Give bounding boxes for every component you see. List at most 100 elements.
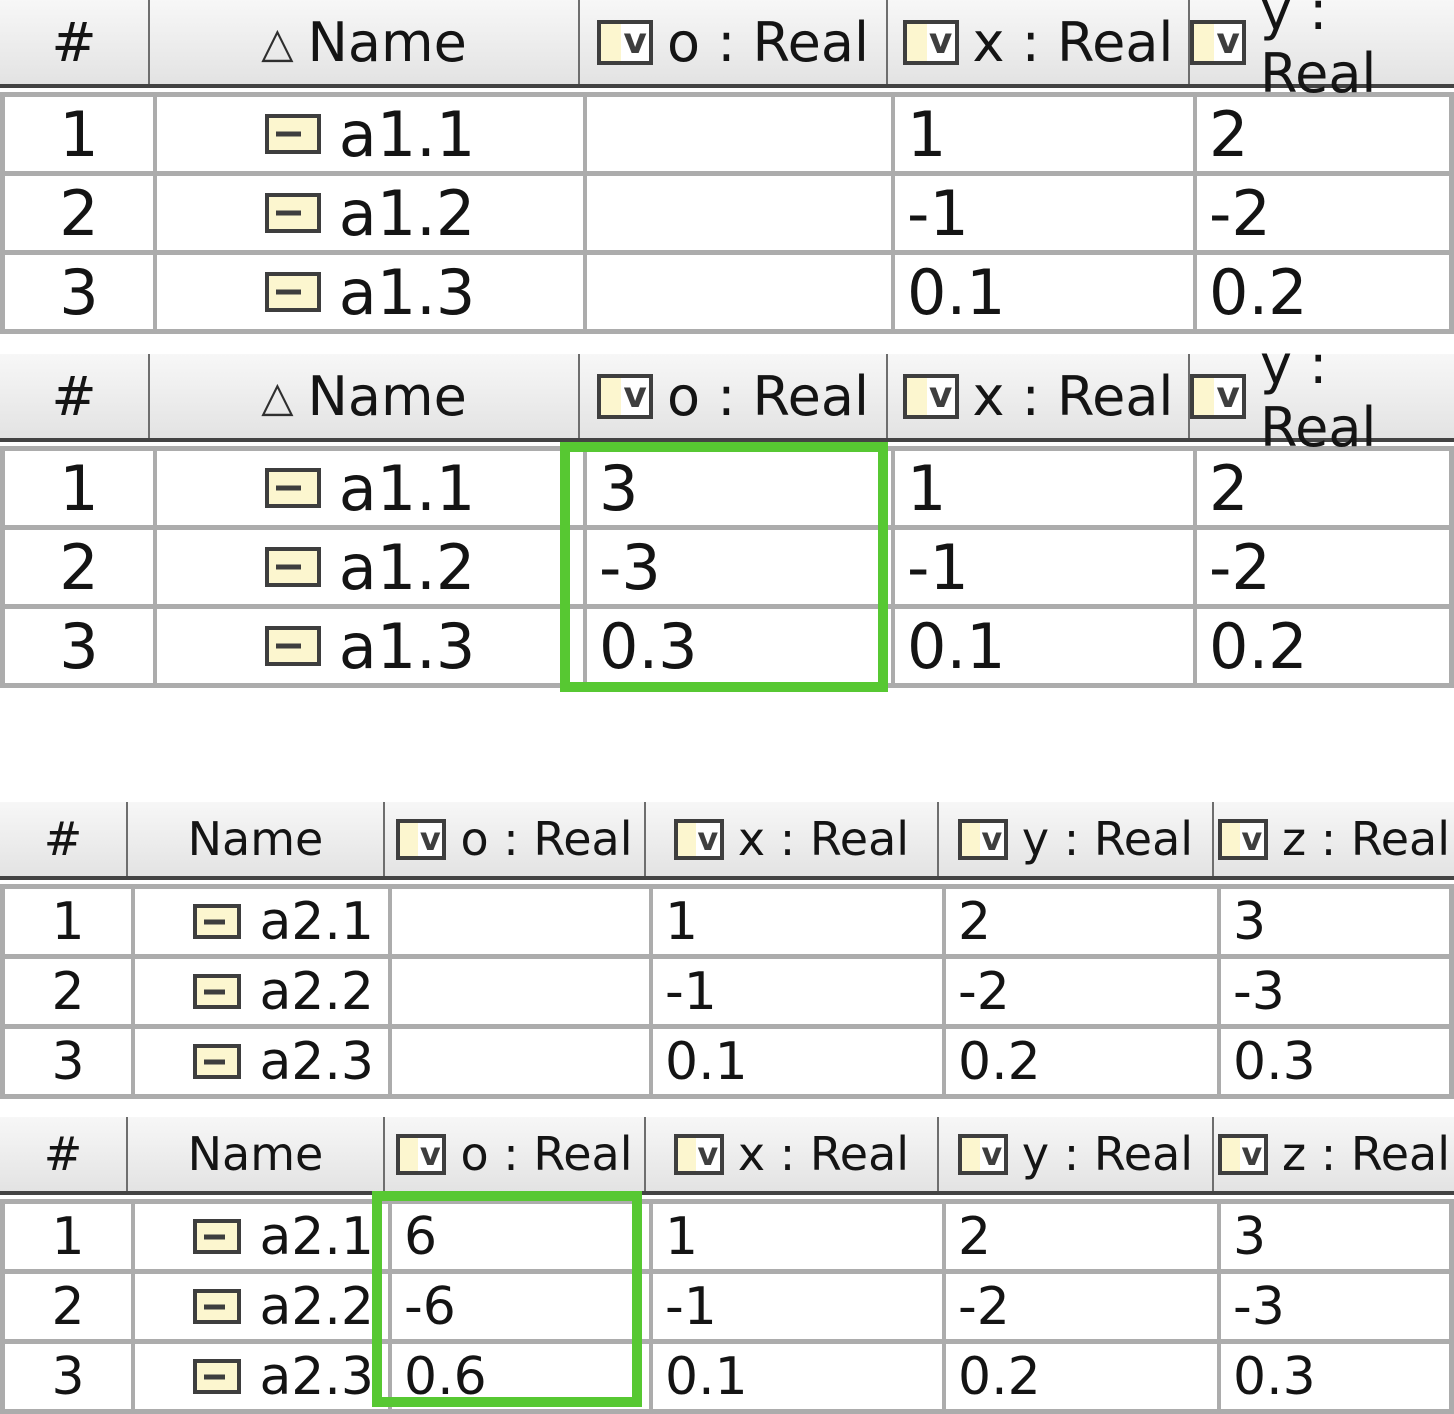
- o-value-cell[interactable]: [583, 255, 891, 329]
- x-value-cell[interactable]: -1: [891, 530, 1193, 604]
- table-row: 3 a2.3 0.1 0.2 0.3: [5, 1024, 1449, 1094]
- column-header-number[interactable]: #: [43, 812, 83, 866]
- x-value-cell[interactable]: 1: [891, 97, 1193, 171]
- row-number-cell: 3: [51, 1031, 85, 1092]
- o-value-cell[interactable]: [388, 1029, 649, 1094]
- column-header-name[interactable]: △ Name: [148, 354, 578, 438]
- y-value-cell[interactable]: -2: [1193, 176, 1449, 250]
- sort-ascending-icon: △: [261, 17, 294, 67]
- value-property-icon: v: [1190, 373, 1246, 419]
- z-value-cell[interactable]: -3: [1217, 1274, 1449, 1339]
- y-value-cell[interactable]: 0.2: [1193, 255, 1449, 329]
- name-cell[interactable]: a2.1: [131, 1204, 388, 1269]
- table-row: 1 a1.1 3 1 2: [5, 451, 1449, 525]
- y-value-cell[interactable]: -2: [942, 1274, 1217, 1339]
- x-value-cell[interactable]: -1: [649, 959, 942, 1024]
- instance-icon: [264, 114, 321, 154]
- instance-icon: [193, 904, 242, 939]
- table-row: 2 a1.2 -1 -2: [5, 171, 1449, 250]
- x-value-cell[interactable]: -1: [891, 176, 1193, 250]
- x-value-cell[interactable]: 1: [649, 889, 942, 954]
- y-value-cell[interactable]: -2: [942, 959, 1217, 1024]
- x-value-cell[interactable]: -1: [649, 1274, 942, 1339]
- name-cell[interactable]: a2.2: [131, 959, 388, 1024]
- name-cell[interactable]: a1.1: [153, 97, 583, 171]
- y-value-cell[interactable]: 0.2: [942, 1344, 1217, 1409]
- name-cell[interactable]: a2.2: [131, 1274, 388, 1339]
- y-value-cell[interactable]: 2: [1193, 451, 1449, 525]
- o-value-cell[interactable]: 0.6: [388, 1344, 649, 1409]
- row-number-cell: 2: [51, 1276, 85, 1337]
- row-number-cell: 3: [59, 609, 99, 683]
- o-value-cell[interactable]: 6: [388, 1204, 649, 1269]
- column-header-name[interactable]: Name: [126, 802, 383, 876]
- o-value-cell[interactable]: [583, 176, 891, 250]
- name-cell[interactable]: a1.2: [153, 176, 583, 250]
- y-value-cell[interactable]: 2: [942, 889, 1217, 954]
- y-value-cell[interactable]: 0.2: [942, 1029, 1217, 1094]
- o-value-cell[interactable]: -3: [583, 530, 891, 604]
- z-value-cell[interactable]: -3: [1217, 959, 1449, 1024]
- x-value-cell[interactable]: 0.1: [891, 255, 1193, 329]
- name-cell[interactable]: a2.3: [131, 1344, 388, 1409]
- y-value-cell[interactable]: 2: [1193, 97, 1449, 171]
- instance-icon: [193, 974, 242, 1009]
- o-value-cell[interactable]: -6: [388, 1274, 649, 1339]
- y-value-cell[interactable]: 0.2: [1193, 609, 1449, 683]
- value-property-icon: v: [1190, 19, 1246, 65]
- instance-icon: [264, 193, 321, 233]
- table-row: 2 a1.2 -3 -1 -2: [5, 525, 1449, 604]
- table-row: 1 a2.1 1 2 3: [5, 889, 1449, 954]
- y-value-cell[interactable]: 2: [942, 1204, 1217, 1269]
- name-cell[interactable]: a2.3: [131, 1029, 388, 1094]
- z-value-cell[interactable]: 3: [1217, 1204, 1449, 1269]
- table-body: 1 a2.1 1 2 3 2 a2.2 -1 -2 -3 3 a2.3 0.1 …: [0, 884, 1454, 1099]
- value-property-icon: v: [957, 818, 1008, 860]
- x-value-cell[interactable]: 0.1: [649, 1029, 942, 1094]
- name-cell[interactable]: a2.1: [131, 889, 388, 954]
- x-value-cell[interactable]: 1: [649, 1204, 942, 1269]
- y-value-cell[interactable]: -2: [1193, 530, 1449, 604]
- x-value-cell[interactable]: 0.1: [891, 609, 1193, 683]
- z-value-cell[interactable]: 0.3: [1217, 1029, 1449, 1094]
- row-number-cell: 1: [51, 891, 85, 952]
- instance-icon: [264, 547, 321, 587]
- z-value-cell[interactable]: 3: [1217, 889, 1449, 954]
- name-cell[interactable]: a1.3: [153, 255, 583, 329]
- o-value-cell[interactable]: 3: [583, 451, 891, 525]
- column-header-name[interactable]: △ Name: [148, 0, 578, 84]
- column-header-name[interactable]: Name: [126, 1117, 383, 1191]
- table-row: 3 a2.3 0.6 0.1 0.2 0.3: [5, 1339, 1449, 1409]
- o-value-cell[interactable]: 0.3: [583, 609, 891, 683]
- z-value-cell[interactable]: 0.3: [1217, 1344, 1449, 1409]
- o-value-cell[interactable]: [388, 959, 649, 1024]
- name-cell[interactable]: a1.1: [153, 451, 583, 525]
- row-number-cell: 1: [59, 451, 99, 525]
- x-value-cell[interactable]: 1: [891, 451, 1193, 525]
- name-cell[interactable]: a1.2: [153, 530, 583, 604]
- x-value-cell[interactable]: 0.1: [649, 1344, 942, 1409]
- sort-ascending-icon: △: [261, 371, 294, 421]
- o-value-cell[interactable]: [583, 97, 891, 171]
- name-cell[interactable]: a1.3: [153, 609, 583, 683]
- o-value-cell[interactable]: [388, 889, 649, 954]
- column-header-number[interactable]: #: [51, 10, 97, 74]
- column-header-number[interactable]: #: [51, 364, 97, 428]
- column-header-number[interactable]: #: [43, 1127, 83, 1181]
